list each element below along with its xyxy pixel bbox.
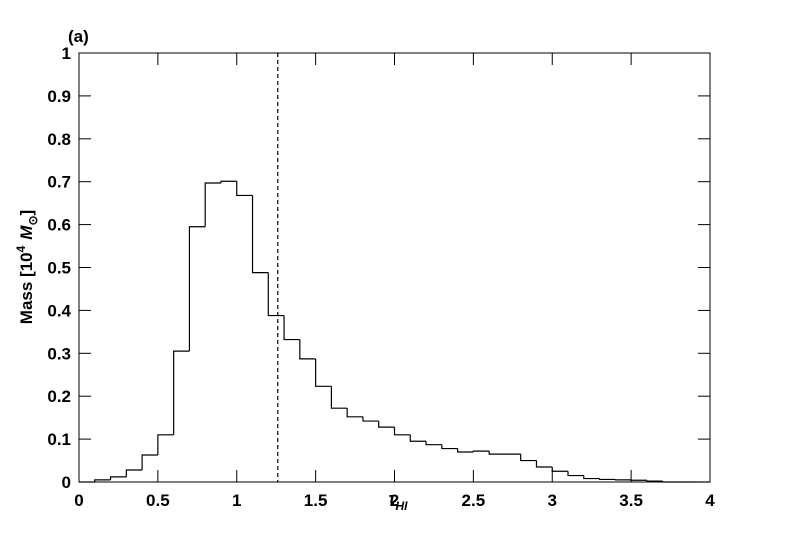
y-tick-label: 0.4 (47, 301, 71, 320)
y-tick-label: 0.8 (47, 130, 71, 149)
histogram-bin (535, 460, 553, 468)
histogram-bin (393, 427, 411, 436)
histogram-bin (188, 226, 206, 352)
histogram-bin (267, 272, 285, 317)
histogram-bin (94, 479, 111, 482)
histogram-bin (283, 315, 300, 341)
x-tick-label: 3 (548, 491, 557, 510)
histogram-bin (315, 358, 332, 387)
y-title-sup: 4 (14, 245, 28, 252)
y-tick-label: 0.7 (47, 173, 71, 192)
histogram-bin (220, 180, 237, 183)
histogram-bin (125, 469, 143, 477)
histogram-bin (551, 466, 569, 472)
histogram-bin (236, 181, 253, 197)
histogram-bin (251, 195, 269, 274)
histogram-bin (662, 481, 679, 483)
y-tick-label: 0.1 (47, 430, 71, 449)
histogram-bin (520, 454, 537, 462)
histogram-bin (204, 182, 221, 227)
histogram-bin (330, 386, 348, 409)
x-title-symbol: τ (389, 489, 397, 508)
x-tick-label: 0.5 (146, 491, 170, 510)
y-axis-title: Mass [104 M⊙] (14, 210, 40, 324)
y-title-text: Mass [10 (17, 252, 36, 324)
y-tick-label: 0 (62, 473, 71, 492)
histogram-bin (378, 421, 395, 428)
y-tick-label: 0.6 (47, 216, 71, 235)
histogram-bin (157, 434, 174, 455)
x-axis-title: τHI (389, 489, 409, 513)
y-title-end: ] (17, 210, 36, 216)
x-tick-label: 4 (705, 491, 715, 510)
y-title-sub: ⊙ (26, 215, 40, 225)
histogram-bin (488, 451, 505, 455)
histogram-bin (457, 448, 474, 453)
histogram-bin (441, 444, 458, 450)
y-tick-label: 1 (62, 44, 71, 63)
histogram-bin (299, 339, 316, 360)
y-tick-label: 0.9 (47, 87, 71, 106)
x-tick-label: 2.5 (462, 491, 486, 510)
y-tick-label: 0.3 (47, 344, 71, 363)
histogram-bin (409, 434, 427, 442)
histogram-bin (425, 441, 442, 446)
y-tick-label: 0.5 (47, 259, 71, 278)
x-tick-label: 0 (74, 491, 83, 510)
histogram-bin (598, 478, 616, 481)
x-title-sub: HI (395, 499, 408, 513)
histogram-bin (567, 471, 584, 477)
panel-label: (a) (68, 27, 89, 46)
x-tick-label: 1.5 (304, 491, 328, 510)
histogram-bin (141, 454, 158, 470)
histogram-bin (346, 408, 363, 418)
y-tick-label: 0.2 (47, 387, 71, 406)
x-tick-label: 2 (390, 491, 399, 510)
histogram-bin (173, 350, 190, 435)
histogram-bin (646, 480, 663, 482)
x-tick-label: 1 (232, 491, 241, 510)
histogram-bin (362, 416, 379, 422)
histogram-bin (109, 476, 127, 480)
y-title-unit: M (17, 225, 36, 240)
histogram-bin (583, 475, 600, 480)
x-tick-label: 3.5 (619, 491, 643, 510)
histogram-bin (472, 450, 490, 452)
